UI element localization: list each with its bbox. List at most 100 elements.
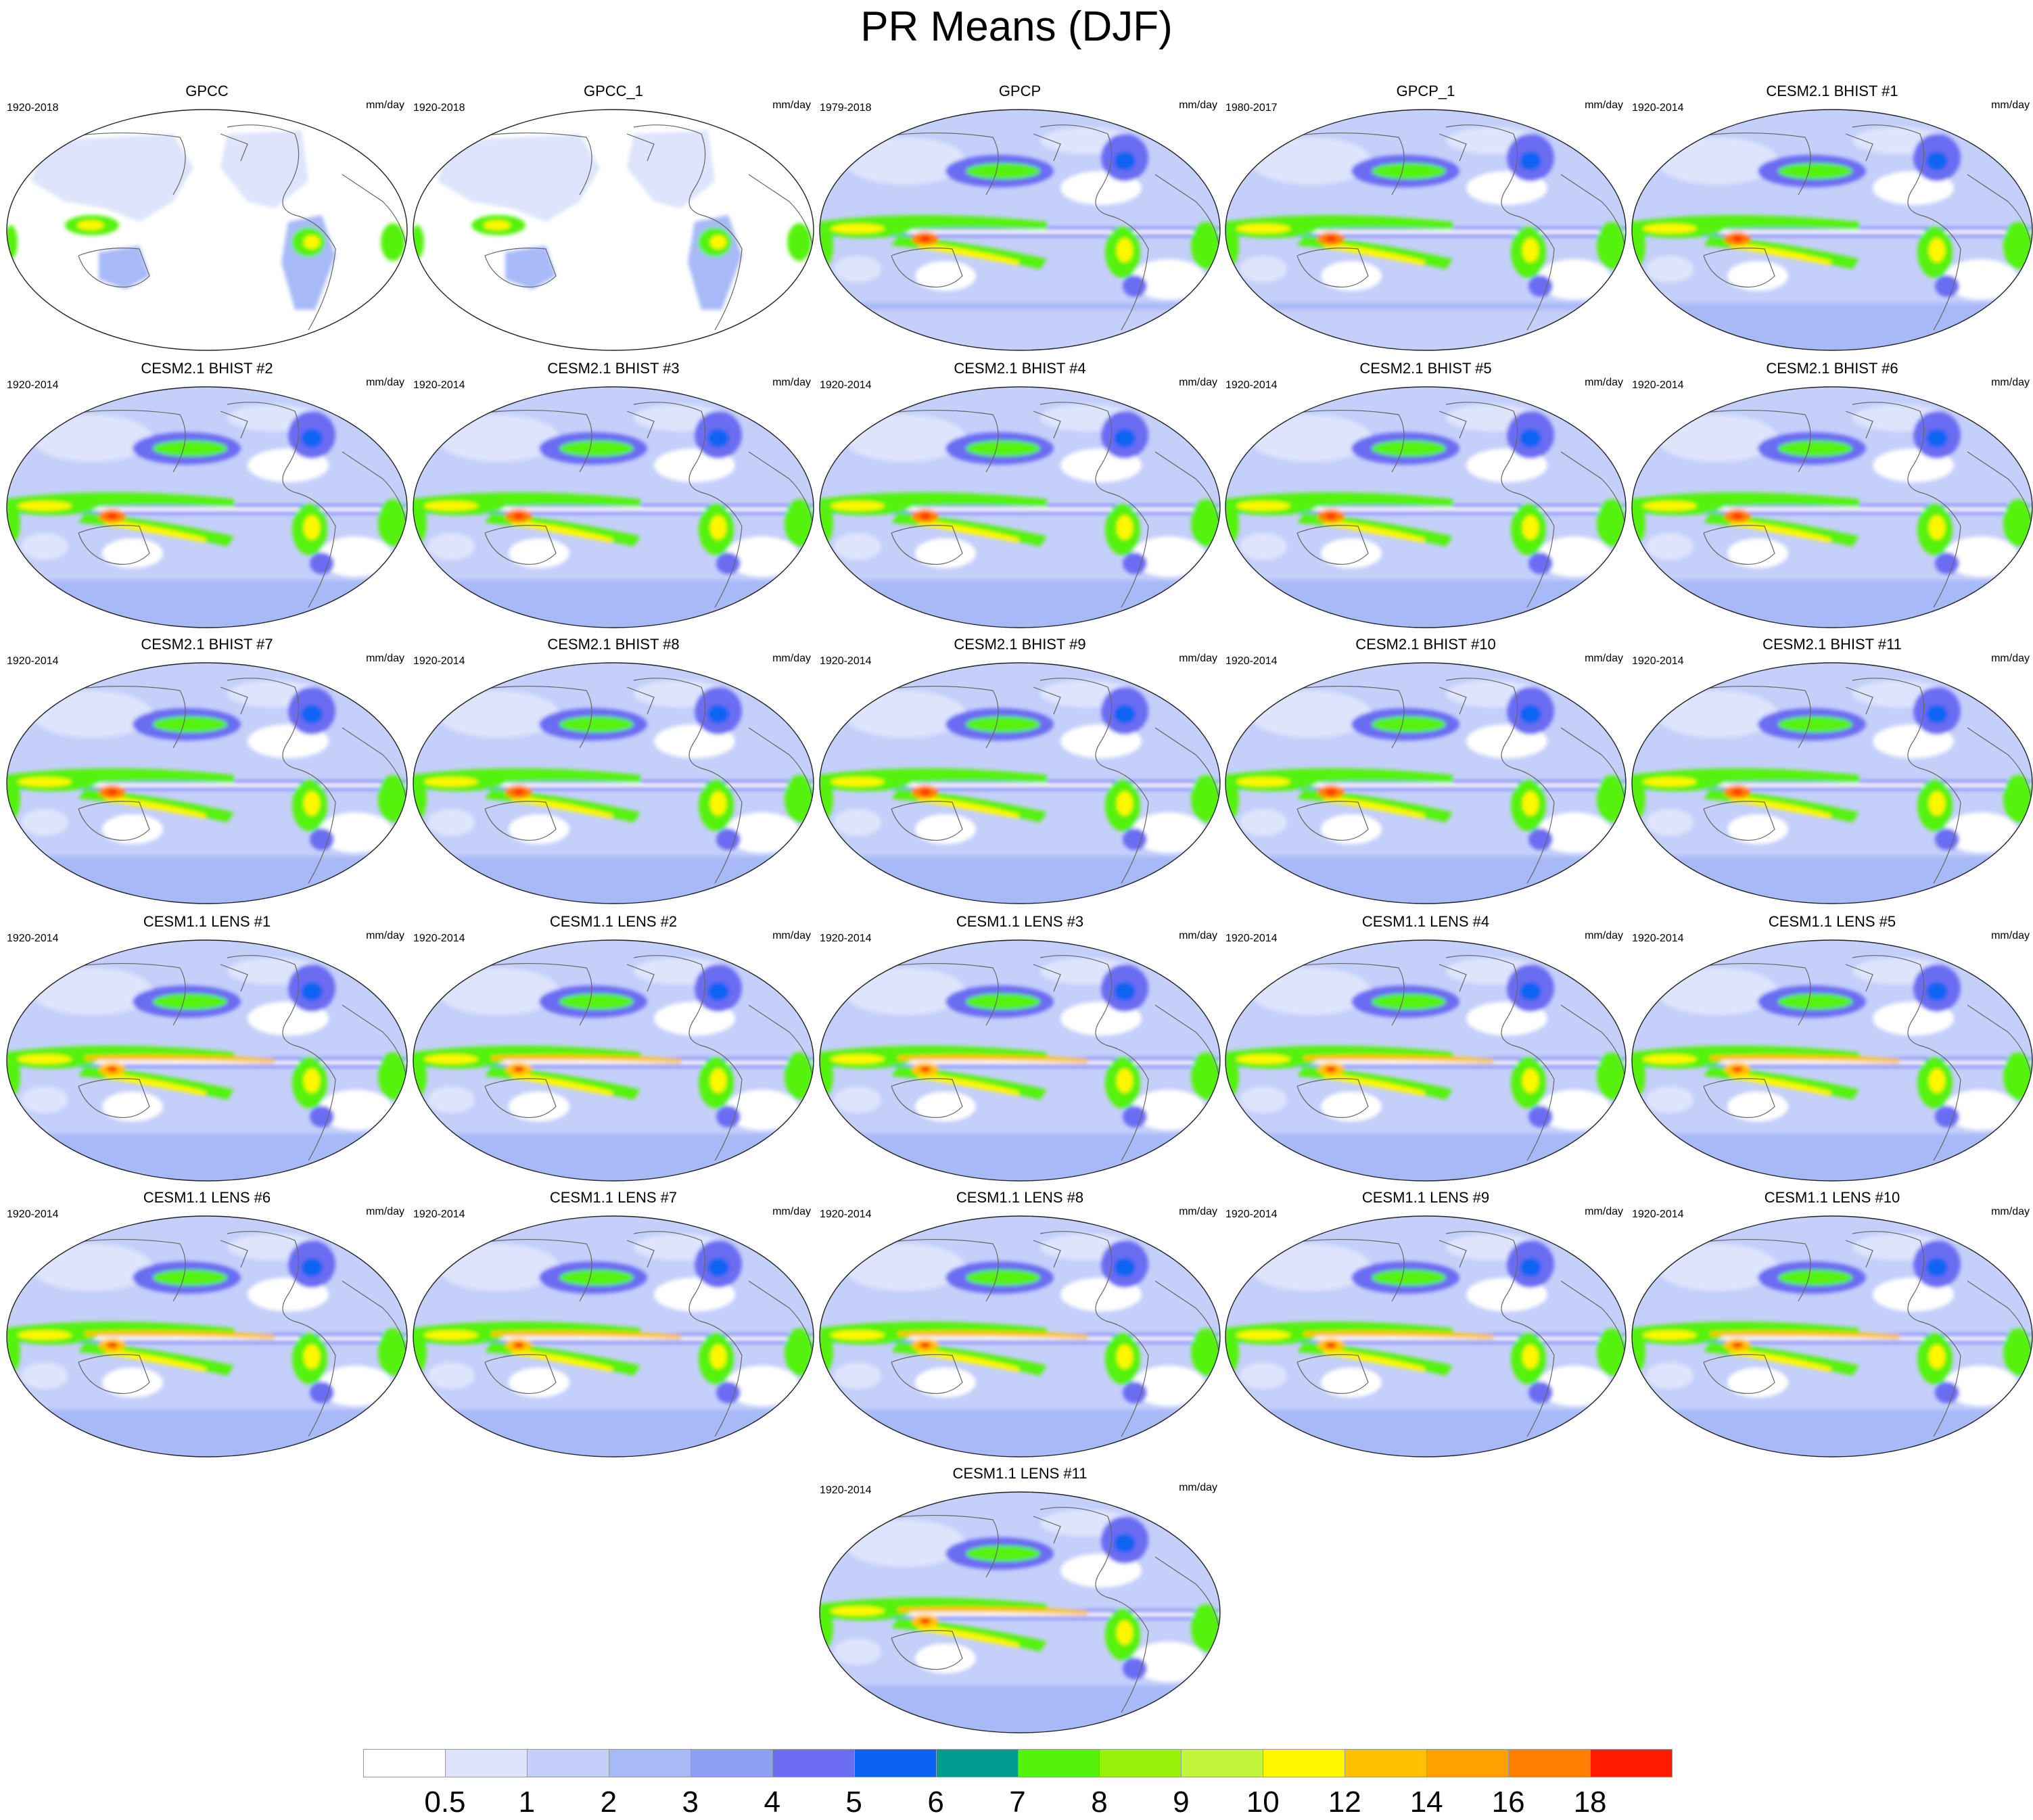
panel-years: 1920-2014	[820, 655, 872, 667]
panel-years: 1920-2014	[413, 379, 465, 391]
precip-map	[819, 386, 1221, 628]
panel-units: mm/day	[772, 1206, 811, 1217]
map-panel: CESM2.1 BHIST #9 1920-2014 mm/day	[817, 636, 1223, 906]
map-panel: CESM1.1 LENS #6 1920-2014 mm/day	[4, 1189, 410, 1460]
precip-map	[819, 1215, 1221, 1457]
map-panel: CESM1.1 LENS #11 1920-2014 mm/day	[817, 1465, 1223, 1735]
panel-title: CESM2.1 BHIST #2	[141, 360, 273, 377]
map-panel: GPCP 1979-2018 mm/day	[817, 83, 1223, 353]
panel-years: 1920-2018	[413, 102, 465, 114]
precip-map	[1225, 662, 1627, 904]
colorbar-box	[1181, 1749, 1264, 1777]
map-panel: CESM2.1 BHIST #11 1920-2014 mm/day	[1629, 636, 2033, 906]
panel-title: CESM2.1 BHIST #1	[1766, 83, 1898, 99]
panel-units: mm/day	[1585, 377, 1623, 388]
panel-units: mm/day	[772, 930, 811, 941]
precip-map	[413, 939, 814, 1182]
colorbar-box	[1345, 1749, 1428, 1777]
panel-units: mm/day	[366, 377, 404, 388]
map-panel: CESM2.1 BHIST #3 1920-2014 mm/day	[411, 360, 816, 630]
panel-title: CESM1.1 LENS #6	[143, 1189, 271, 1206]
panel-years: 1920-2014	[7, 1209, 59, 1220]
panel-title: CESM1.1 LENS #8	[956, 1189, 1084, 1206]
panel-title: CESM1.1 LENS #3	[956, 913, 1084, 930]
colorbar-label: 10	[1246, 1786, 1280, 1819]
panel-years: 1920-2014	[1632, 1209, 1684, 1220]
colorbar-box	[363, 1749, 446, 1777]
panel-title: CESM2.1 BHIST #8	[547, 636, 680, 653]
colorbar-box	[690, 1749, 773, 1777]
precip-map	[6, 939, 408, 1182]
precip-map	[6, 109, 408, 351]
figure-title: PR Means (DJF)	[860, 3, 1173, 50]
panel-units: mm/day	[772, 653, 811, 664]
panel-years: 1920-2014	[820, 1485, 872, 1496]
precip-map	[1631, 386, 2033, 628]
map-panel: CESM1.1 LENS #7 1920-2014 mm/day	[411, 1189, 816, 1460]
precip-map	[1631, 939, 2033, 1182]
panel-years: 1920-2014	[1225, 379, 1278, 391]
panel-years: 1920-2014	[820, 379, 872, 391]
panel-years: 1980-2017	[1225, 102, 1278, 114]
panel-units: mm/day	[366, 930, 404, 941]
map-panel: GPCC 1920-2018 mm/day	[4, 83, 410, 353]
panel-units: mm/day	[1991, 377, 2030, 388]
panel-units: mm/day	[772, 99, 811, 111]
map-panel: CESM1.1 LENS #8 1920-2014 mm/day	[817, 1189, 1223, 1460]
panel-years: 1920-2014	[1632, 655, 1684, 667]
panel-years: 1920-2014	[413, 655, 465, 667]
map-panel: CESM2.1 BHIST #7 1920-2014 mm/day	[4, 636, 410, 906]
panel-units: mm/day	[1585, 653, 1623, 664]
panel-title: CESM2.1 BHIST #9	[954, 636, 1086, 653]
precip-map	[413, 109, 814, 351]
panel-units: mm/day	[1991, 653, 2030, 664]
panel-title: GPCP	[998, 83, 1042, 99]
colorbar-label: 3	[682, 1786, 699, 1819]
precip-map	[819, 1491, 1221, 1733]
panel-title: CESM2.1 BHIST #11	[1762, 636, 1902, 653]
map-panel: CESM2.1 BHIST #8 1920-2014 mm/day	[411, 636, 816, 906]
panel-units: mm/day	[366, 653, 404, 664]
precip-map	[1225, 386, 1627, 628]
panel-years: 1920-2014	[1632, 933, 1684, 944]
colorbar-box	[1508, 1749, 1591, 1777]
precip-map	[1631, 109, 2033, 351]
colorbar-label: 5	[845, 1786, 862, 1819]
precip-map	[819, 662, 1221, 904]
colorbar-label: 1	[518, 1786, 536, 1819]
panel-title: CESM2.1 BHIST #10	[1355, 636, 1496, 653]
colorbar-label: 4	[764, 1786, 780, 1819]
panel-years: 1920-2014	[413, 933, 465, 944]
panel-units: mm/day	[772, 377, 811, 388]
precip-map	[1225, 939, 1627, 1182]
map-panel: CESM2.1 BHIST #4 1920-2014 mm/day	[817, 360, 1223, 630]
map-panel: CESM2.1 BHIST #10 1920-2014 mm/day	[1223, 636, 1629, 906]
colorbar-label: 14	[1409, 1786, 1443, 1819]
panel-title: CESM2.1 BHIST #6	[1766, 360, 1898, 377]
panel-years: 1920-2014	[413, 1209, 465, 1220]
panel-years: 1920-2014	[7, 933, 59, 944]
precip-map	[1225, 1215, 1627, 1457]
precip-map	[413, 386, 814, 628]
panel-title: CESM1.1 LENS #2	[549, 913, 678, 930]
panel-years: 1920-2018	[7, 102, 59, 114]
panel-units: mm/day	[366, 1206, 404, 1217]
panel-years: 1979-2018	[820, 102, 872, 114]
colorbar-box	[526, 1749, 609, 1777]
panel-title: CESM1.1 LENS #1	[143, 913, 271, 930]
precip-map	[819, 939, 1221, 1182]
precip-map	[413, 662, 814, 904]
panel-years: 1920-2014	[820, 1209, 872, 1220]
colorbar-box	[1426, 1749, 1510, 1777]
panel-units: mm/day	[1991, 99, 2030, 111]
map-panel: CESM1.1 LENS #4 1920-2014 mm/day	[1223, 913, 1629, 1184]
panel-units: mm/day	[366, 99, 404, 111]
colorbar-label: 6	[927, 1786, 944, 1819]
panel-units: mm/day	[1179, 377, 1217, 388]
colorbar-label: 0.5	[424, 1786, 466, 1819]
panel-units: mm/day	[1179, 1482, 1217, 1493]
colorbar-box	[1017, 1749, 1100, 1777]
precip-map	[413, 1215, 814, 1457]
colorbar-box	[444, 1749, 528, 1777]
colorbar-label: 9	[1173, 1786, 1190, 1819]
